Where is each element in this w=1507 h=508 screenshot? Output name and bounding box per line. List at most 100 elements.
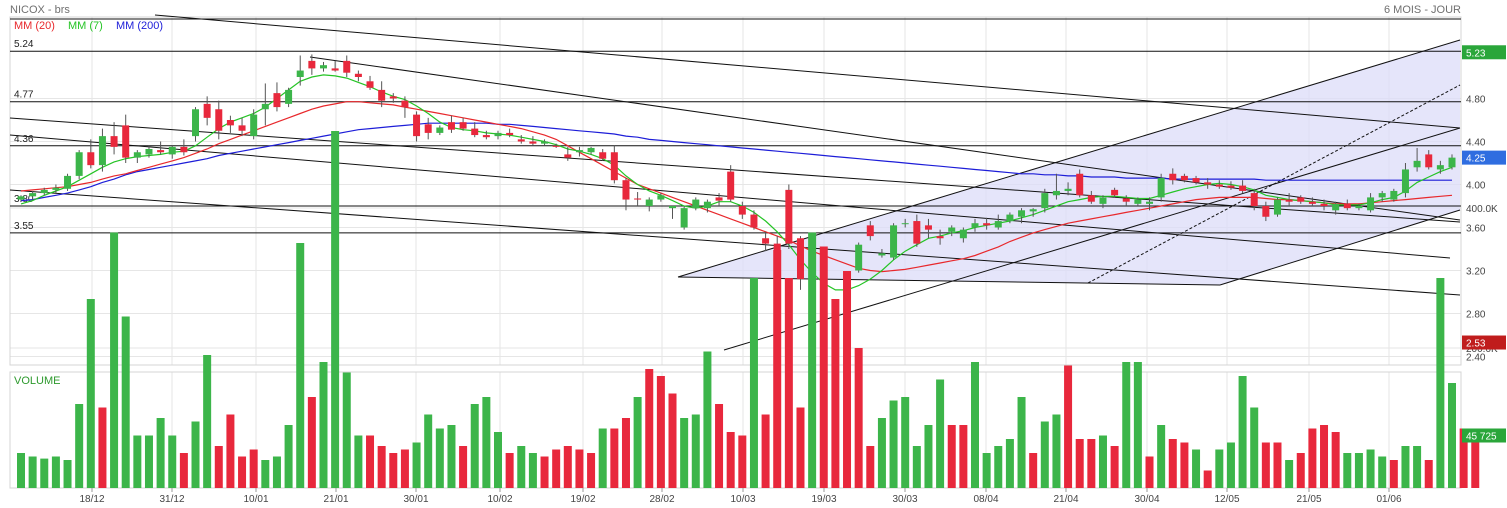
y-tick-label: 3.60 [1466, 224, 1486, 235]
candle-body [1157, 178, 1165, 198]
candle-body [494, 132, 502, 137]
candle [1006, 212, 1014, 224]
candle-body [1297, 197, 1305, 202]
x-tick-label: 08/04 [973, 494, 998, 505]
volume-bar [342, 372, 351, 488]
candle-body [180, 146, 188, 153]
x-tick-label: 21/05 [1296, 494, 1321, 505]
candle-body [506, 132, 514, 136]
price-tag-current: 4.25 [1462, 150, 1506, 165]
candle-body [738, 206, 746, 215]
volume-bar [1459, 428, 1468, 488]
volume-bar [924, 425, 933, 488]
ma20-line [20, 101, 1453, 273]
candle [994, 214, 1002, 230]
candle [133, 150, 141, 163]
candle-body [924, 225, 932, 230]
candle-body [87, 152, 95, 166]
volume-bar [1401, 446, 1410, 488]
candle-body [703, 201, 711, 209]
candle-body [110, 136, 118, 147]
horizontal-levels: 5.244.774.363.803.55 [10, 18, 1461, 234]
candle-body [1087, 195, 1095, 202]
candle-body [215, 109, 223, 131]
candle [343, 55, 351, 77]
volume-bar [575, 449, 584, 488]
x-tick-label: 01/06 [1376, 494, 1401, 505]
candle [1122, 195, 1130, 206]
x-tick-label: 19/03 [811, 494, 836, 505]
volume-bar [1413, 446, 1422, 488]
candle-body [1215, 184, 1223, 187]
volume-bar [179, 453, 188, 488]
candle [168, 145, 176, 159]
volume-bar [971, 362, 979, 488]
candle-body [64, 175, 72, 189]
candle [436, 125, 444, 136]
candle [1157, 173, 1165, 202]
price-tag-label: 2.53 [1466, 339, 1486, 350]
volume-bar [994, 446, 1003, 488]
x-tick-label: 10/01 [243, 494, 268, 505]
volume-bar [1226, 442, 1235, 488]
candle [1401, 163, 1409, 198]
candle [64, 173, 72, 191]
candle-body [145, 149, 153, 155]
volume-bar [459, 446, 468, 488]
x-tick-label: 31/12 [159, 494, 184, 505]
volume-bar [854, 348, 863, 488]
candle [1378, 190, 1386, 202]
volume-bar [1087, 439, 1096, 488]
x-tick-label: 10/03 [730, 494, 755, 505]
candle [1436, 160, 1444, 174]
candle-body [40, 189, 48, 194]
channel-fill [678, 40, 1460, 285]
candle [738, 201, 746, 219]
candle [1297, 195, 1305, 204]
candle-body [1192, 178, 1200, 183]
candle-body [599, 152, 607, 159]
volume-bar [1133, 362, 1142, 488]
candle-body [1425, 154, 1433, 168]
volume-bar [1238, 376, 1247, 488]
volume-bar [808, 232, 817, 488]
x-tick-label: 18/12 [79, 494, 104, 505]
candle [866, 221, 874, 241]
volume-bar [703, 351, 712, 488]
candle [29, 190, 37, 200]
candle [762, 231, 770, 252]
candle [1064, 182, 1072, 196]
candle [1029, 208, 1037, 217]
volume-bar [912, 446, 921, 488]
volume-bar [1203, 470, 1212, 488]
y-tick-label: 2.40 [1466, 353, 1486, 364]
candle-body [750, 214, 758, 228]
candle-body [459, 122, 467, 129]
candle [238, 117, 246, 137]
candle [273, 82, 281, 112]
x-tick-label: 30/01 [403, 494, 428, 505]
candle [1425, 150, 1433, 170]
candle-body [1018, 210, 1026, 217]
volume-bar [773, 250, 782, 488]
volume-tick-label: 400.0K [1466, 204, 1498, 215]
volume-bar [831, 299, 840, 488]
volume-bar [1180, 442, 1189, 488]
volume-bar [1052, 414, 1061, 488]
candle [890, 223, 898, 260]
candle [971, 218, 979, 232]
candle-body [343, 60, 351, 73]
volume-bar [784, 278, 793, 488]
candle [1332, 201, 1340, 215]
x-tick-label: 21/01 [323, 494, 348, 505]
candle [552, 143, 560, 148]
volume-bar [331, 131, 340, 488]
candle-body [366, 81, 374, 88]
level-label: 4.36 [14, 134, 34, 145]
candle-body [796, 238, 804, 280]
candle-body [471, 128, 479, 136]
volume-bar [51, 456, 60, 488]
candle [703, 199, 711, 213]
volume-bar [272, 456, 281, 488]
price-tag-label: 5.23 [1466, 48, 1486, 59]
